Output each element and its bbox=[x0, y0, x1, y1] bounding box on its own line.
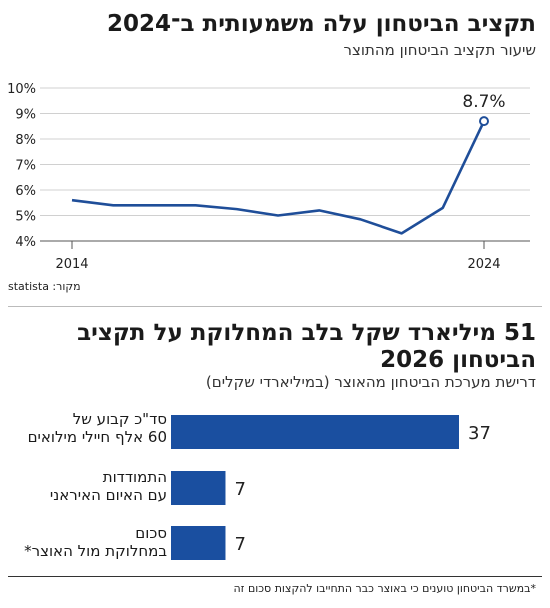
bar-category-label-0: סד"כ קבוע של 60 אלף חיילי מילואים bbox=[27, 410, 167, 446]
line-chart-y-ticks: 10% 9% 8% 7% 6% 5% 4% bbox=[7, 82, 36, 250]
bar-chart-subtitle: דרישת מערכת הביטחון מהאוצר (במיליארדי שק… bbox=[205, 373, 536, 391]
section-divider bbox=[8, 306, 542, 307]
footnote: *במשרד הביטחון טוענים כי באוצר כבר התחיי… bbox=[233, 582, 536, 595]
bar bbox=[171, 415, 459, 449]
end-value-label: 8.7% bbox=[462, 92, 505, 112]
y-tick-label: 9% bbox=[15, 108, 36, 123]
line-chart-annotation: 8.7% bbox=[462, 92, 506, 127]
line-chart-series bbox=[71, 120, 486, 235]
y-tick-label: 7% bbox=[15, 159, 36, 174]
bar-value-label: 7 bbox=[234, 534, 245, 555]
source-label: statista :מקור bbox=[8, 280, 81, 293]
line-chart-x-ticks: 2014 2024 bbox=[55, 241, 501, 272]
line-chart-gridlines bbox=[40, 87, 530, 242]
y-tick-label: 5% bbox=[15, 210, 36, 225]
line-series-path bbox=[71, 120, 486, 235]
bar-value-label: 37 bbox=[468, 423, 491, 444]
bar-category-label-2: סכום במחלוקת מול האוצר* bbox=[24, 524, 167, 560]
y-tick-label: 10% bbox=[7, 82, 36, 97]
footnote-divider bbox=[8, 576, 542, 577]
line-chart-subtitle: שיעור תקציב הביטחון מהתוצר bbox=[343, 41, 536, 59]
x-tick-label: 2024 bbox=[467, 257, 500, 272]
y-tick-label: 8% bbox=[15, 133, 36, 148]
bar-chart-title: 51 מיליארד שקל בלב המחלוקת על תקציב הביט… bbox=[77, 320, 536, 373]
bar-category-label-1: התמודדות עם האיום האיראני bbox=[49, 468, 167, 504]
bar-value-label: 7 bbox=[234, 479, 245, 500]
line-chart-title: תקציב הביטחון עלה משמעותית ב־2024 bbox=[106, 11, 536, 37]
bar-chart: 37 7 7 bbox=[171, 415, 491, 560]
bar bbox=[171, 471, 226, 505]
y-tick-label: 4% bbox=[15, 235, 36, 250]
line-chart: 10% 9% 8% 7% 6% 5% 4% 2014 2024 8.7% bbox=[7, 82, 530, 272]
end-point-marker bbox=[479, 116, 489, 127]
bar bbox=[171, 526, 226, 560]
bar-chart-bars: 37 7 7 bbox=[171, 415, 491, 560]
x-tick-label: 2014 bbox=[55, 257, 88, 272]
y-tick-label: 6% bbox=[15, 184, 36, 199]
